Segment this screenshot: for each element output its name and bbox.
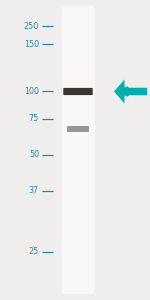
Polygon shape [114,80,147,103]
Text: 75: 75 [29,114,39,123]
Text: 150: 150 [24,40,39,49]
Bar [61,6,94,294]
Text: 25: 25 [29,248,39,256]
Text: 100: 100 [24,87,39,96]
Text: 250: 250 [24,22,39,31]
FancyBboxPatch shape [67,126,89,132]
FancyBboxPatch shape [63,88,93,95]
Text: 50: 50 [29,150,39,159]
Text: 37: 37 [29,186,39,195]
